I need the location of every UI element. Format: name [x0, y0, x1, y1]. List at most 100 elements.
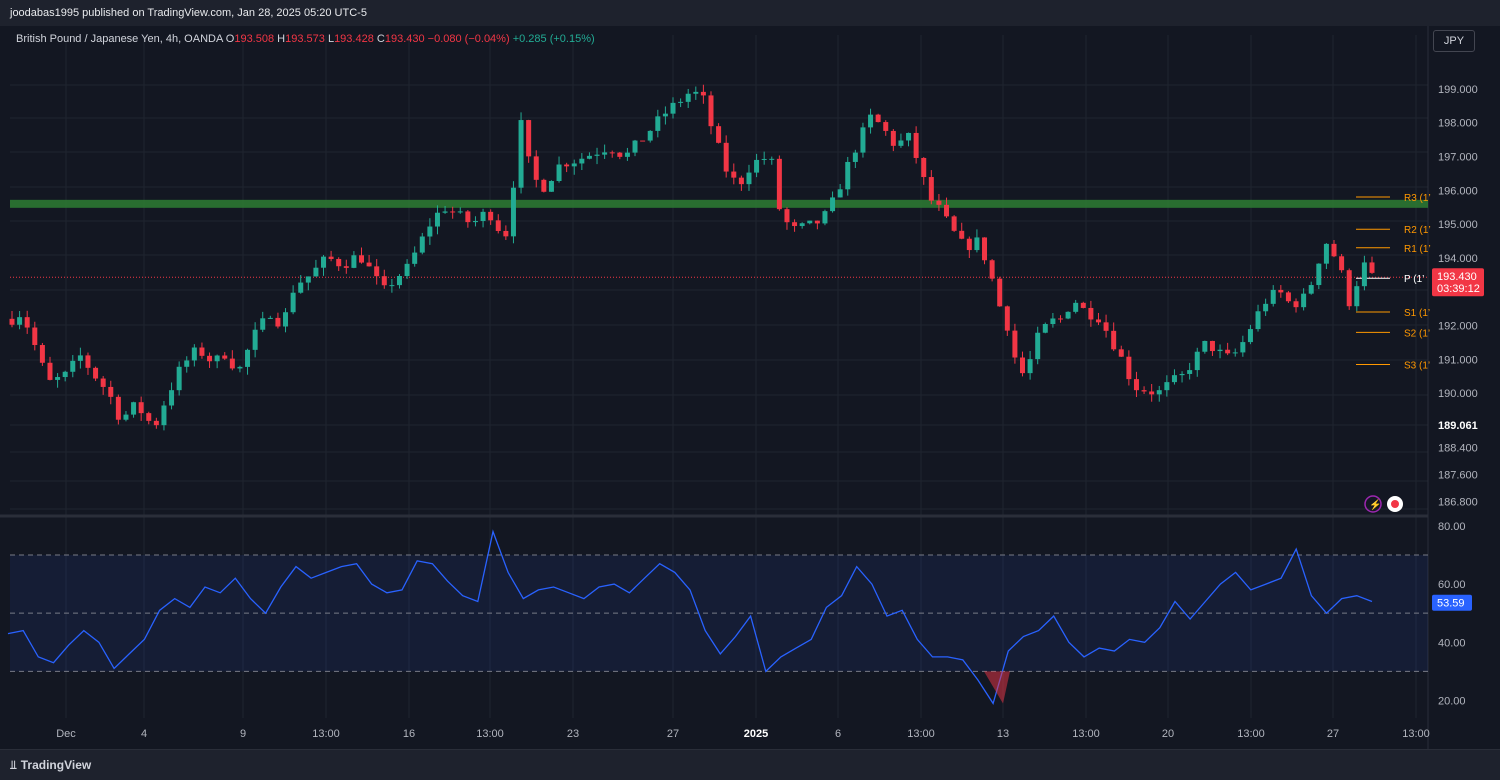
last-price-badge [1432, 268, 1484, 297]
candle-body [1361, 262, 1367, 287]
candle-body [1126, 356, 1132, 380]
candle-body [396, 276, 402, 286]
candle-body [746, 172, 752, 185]
candle-body [936, 200, 942, 205]
candle-body [875, 114, 881, 123]
candle-body [62, 371, 68, 378]
candle-body [115, 396, 121, 420]
price-tick-label: 187.600 [1438, 469, 1478, 481]
candle-body [260, 318, 266, 330]
marked-price-label: 189.061 [1438, 420, 1478, 432]
pivot-label: S1 (1’ [1404, 308, 1430, 319]
currency-button[interactable]: JPY [1433, 30, 1475, 52]
candle-body [1020, 357, 1026, 374]
candle-body [906, 132, 912, 141]
candle-body [602, 152, 608, 155]
candle-body [761, 158, 767, 160]
candle-body [541, 179, 547, 192]
candle-body [564, 164, 570, 167]
candle-body [1293, 301, 1299, 308]
candle-body [1202, 340, 1208, 352]
price-tick-label: 188.400 [1438, 442, 1478, 454]
candle-body [678, 101, 684, 103]
symbol-title: British Pound / Japanese Yen, 4h, OANDA [16, 33, 223, 45]
candle-body [852, 152, 858, 162]
candle-body [404, 263, 410, 277]
open-value: 193.508 [234, 33, 275, 45]
candle-body [146, 413, 152, 421]
rsi-pane[interactable]: 80.00 60.00 40.00 20.00 53.59 [7, 521, 1472, 708]
candle-body [1308, 285, 1314, 294]
candle-body [571, 163, 577, 167]
candle-body [966, 238, 972, 251]
candle-body [1217, 349, 1223, 352]
candle-body [1111, 330, 1117, 350]
candle-body [1080, 302, 1086, 308]
brand[interactable]: ⫫ TradingView [10, 758, 91, 773]
candle-body [343, 266, 349, 268]
candle-body [305, 276, 311, 283]
candle-body [457, 211, 463, 213]
candle-body [579, 158, 585, 164]
pivot-label: R3 (1’ [1404, 193, 1431, 204]
tradingview-logo-icon: ⫫ [10, 758, 17, 772]
time-axis[interactable]: Dec 4 9 13:00 16 13:00 23 27 2025 6 13:00 13 13:00 20… [56, 728, 1430, 740]
candle-body [989, 260, 995, 279]
candle-body [1004, 306, 1010, 331]
candle-body [518, 120, 524, 188]
candle-body [1035, 332, 1041, 360]
candle-body [754, 159, 760, 173]
candle-body [1179, 373, 1185, 376]
candle-body [1339, 256, 1345, 271]
candle-body [1194, 351, 1200, 371]
horizontal-zone[interactable] [10, 199, 1428, 278]
candle-body [434, 212, 440, 227]
candle-body [609, 152, 615, 154]
price-tick-label: 192.000 [1438, 321, 1478, 333]
candle-body [503, 230, 509, 237]
candle-body [229, 358, 235, 369]
candle-body [655, 116, 661, 131]
candle-body [328, 256, 334, 259]
candle-body [708, 95, 714, 127]
candle-body [1141, 390, 1147, 392]
time-tick-label: 20 [1162, 728, 1174, 740]
candle-body [632, 140, 638, 153]
chart-frame[interactable] [0, 26, 1500, 749]
candle-body [55, 377, 61, 380]
candle-body [700, 91, 706, 96]
pivot-label: R1 (1’ [1404, 244, 1431, 255]
candle-body [321, 256, 327, 268]
candle-body [693, 91, 699, 94]
close-label: C [376, 33, 385, 45]
candle-body [480, 211, 486, 222]
candle-body [1255, 311, 1261, 330]
rsi-line [7, 529, 1373, 705]
candle-body [738, 177, 744, 185]
candle-body [381, 276, 387, 286]
price-tick-label: 199.000 [1438, 84, 1478, 96]
candle-body [313, 267, 319, 277]
price-axis[interactable]: 199.000 198.000 197.000 196.000 195.000 194.0… [1364, 84, 1484, 513]
candle-body [108, 386, 114, 397]
price-tick-label: 194.000 [1438, 253, 1478, 265]
lightning-icon [1364, 495, 1382, 513]
candle-body [1323, 243, 1329, 264]
time-tick-label: 13:00 [1072, 728, 1100, 740]
candle-body [389, 285, 395, 287]
rsi-band [10, 554, 1428, 672]
candle-body [624, 152, 630, 157]
candle-body [9, 318, 15, 325]
candle-body [1149, 391, 1155, 395]
open-label: O [225, 33, 235, 45]
candle-body [974, 237, 980, 251]
time-tick-label: 27 [1327, 728, 1339, 740]
time-tick-label: 13:00 [312, 728, 340, 740]
price-tick-label: 186.800 [1438, 496, 1478, 508]
candle-body [997, 278, 1003, 307]
candle-body [716, 126, 722, 143]
last-price-label: 193.430 [1437, 271, 1477, 283]
candle-body [488, 211, 494, 221]
candle-body [1225, 349, 1231, 354]
